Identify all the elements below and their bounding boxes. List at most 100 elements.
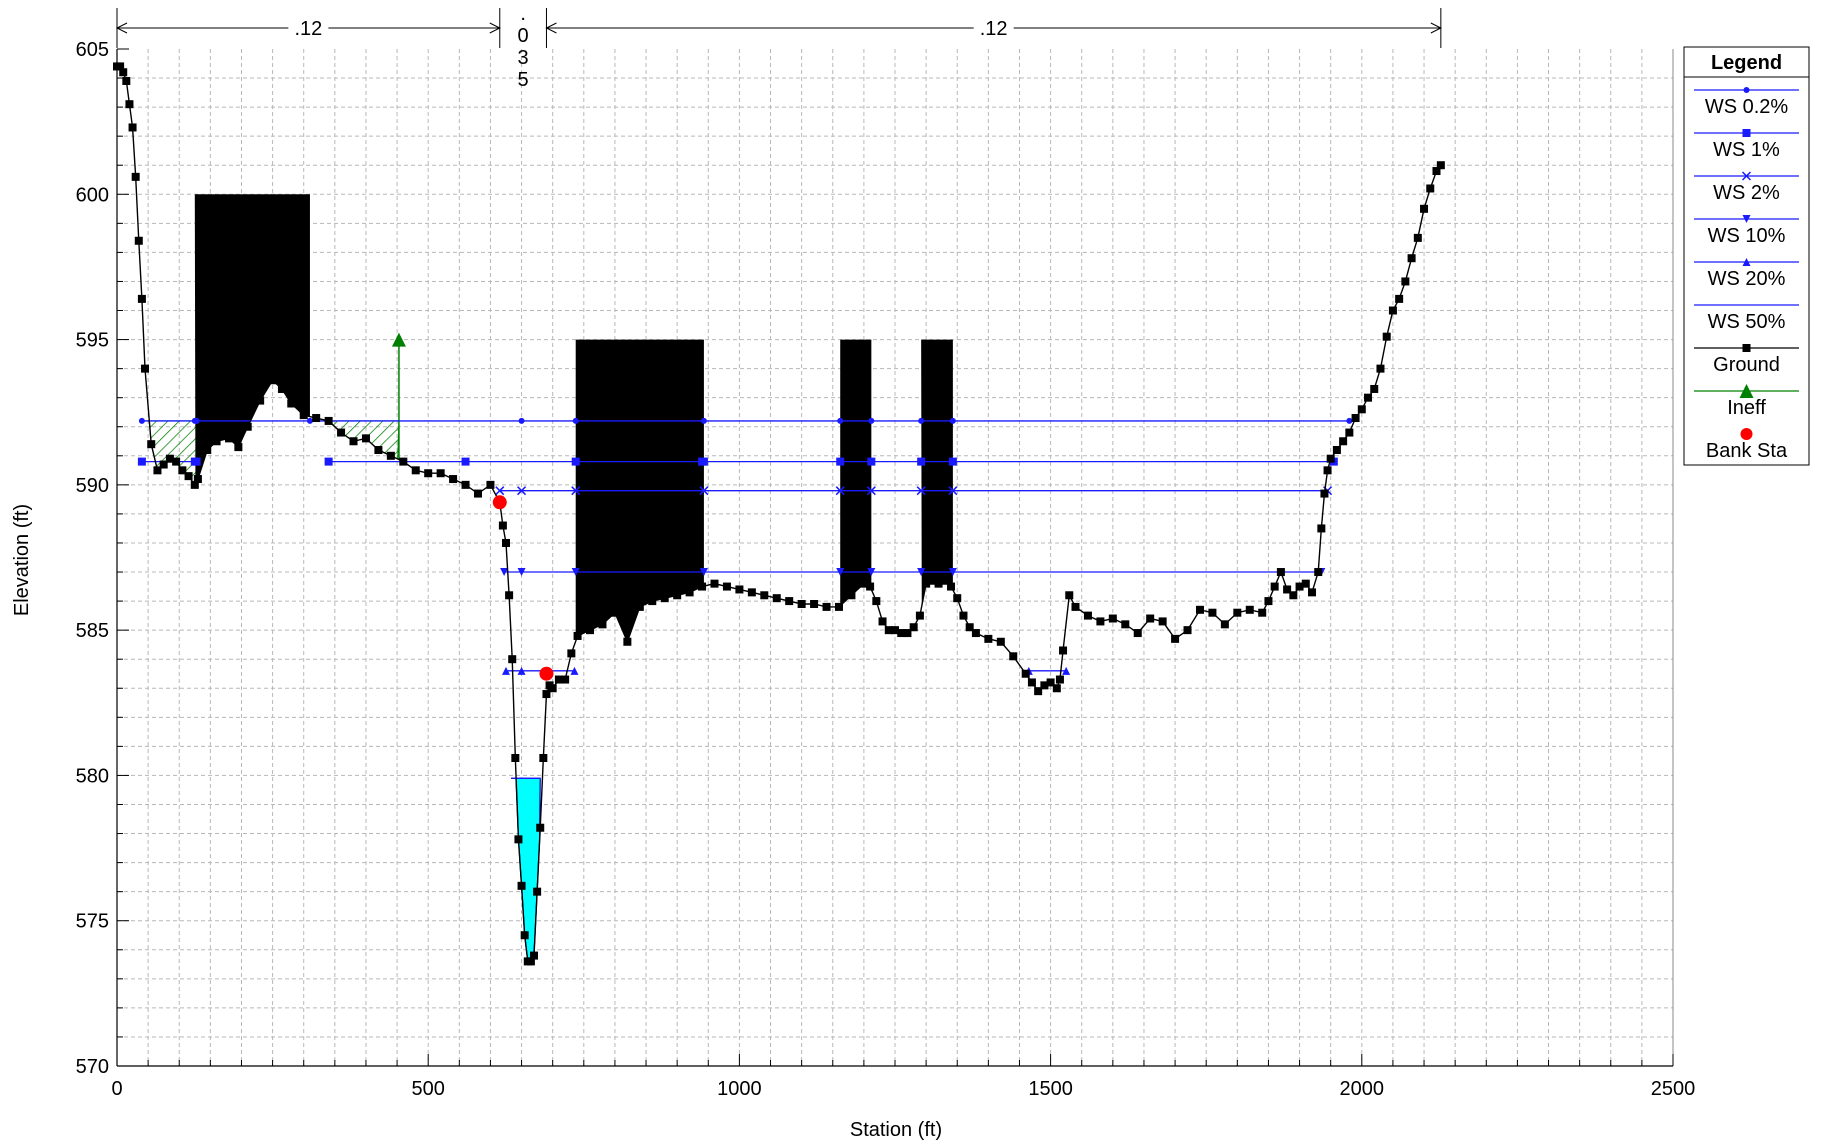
ground-point xyxy=(1295,582,1304,591)
ground-point xyxy=(1055,675,1064,684)
ground-point xyxy=(922,579,931,588)
ground-point xyxy=(866,582,875,591)
ground-point xyxy=(1413,233,1422,242)
ground-point xyxy=(623,637,632,646)
ground-point xyxy=(1323,466,1332,475)
ground-point xyxy=(567,649,576,658)
ground-point xyxy=(119,68,128,77)
ground-point xyxy=(698,582,707,591)
marker-triangle-up xyxy=(1739,384,1754,398)
ground-point xyxy=(984,634,993,643)
ground-point xyxy=(134,236,143,245)
marker-triangle-down xyxy=(836,568,845,577)
ground-point xyxy=(190,480,199,489)
ground-point xyxy=(1426,184,1435,193)
ground-point xyxy=(374,445,383,454)
mann-arrow xyxy=(115,22,128,34)
ground-point xyxy=(1388,306,1397,315)
legend: Legend WS 0.2% WS 1% WS 2% WS 10% WS 20% WS 50… xyxy=(1683,46,1810,466)
ground-point xyxy=(1283,585,1292,594)
ground-point xyxy=(1364,393,1373,402)
marker-x xyxy=(699,486,709,496)
ground-point xyxy=(324,416,333,425)
marker-circle xyxy=(191,417,198,424)
ground-point xyxy=(1357,405,1366,414)
ground-point xyxy=(234,443,243,452)
ground-point xyxy=(539,753,548,762)
ground-point xyxy=(859,579,868,588)
marker-square xyxy=(571,457,580,466)
ground-point xyxy=(1158,617,1167,626)
ground-point xyxy=(648,597,657,606)
legend-label: Ineff xyxy=(1727,397,1766,419)
y-tick-label: 590 xyxy=(76,475,109,497)
ground-point xyxy=(1276,568,1285,577)
mann-arrow xyxy=(545,22,557,34)
marker-square xyxy=(948,457,957,466)
marker-square xyxy=(1742,129,1751,137)
ground-point xyxy=(785,597,794,606)
marker-x xyxy=(495,486,505,496)
axes: 0 500 1000 1500 2000 2500 570 575 580 585 590 595 60… xyxy=(76,39,1696,1100)
mann-label: .12 xyxy=(980,18,1008,40)
ground-point xyxy=(505,591,514,600)
y-tick-label: 585 xyxy=(76,620,109,642)
ground-point xyxy=(1289,591,1298,600)
marker-x xyxy=(948,486,958,496)
ground-line xyxy=(117,65,1442,963)
ground-point xyxy=(172,457,181,466)
ground-point xyxy=(760,591,769,600)
marker-square xyxy=(1742,344,1751,352)
ground-point xyxy=(203,445,212,454)
ground-point xyxy=(1308,588,1317,597)
ground-point xyxy=(361,434,370,443)
ground-point xyxy=(660,594,669,603)
marker-x xyxy=(517,486,527,496)
ground-point xyxy=(1195,605,1204,614)
x-tick-label: 0 xyxy=(111,1078,122,1100)
ground-point xyxy=(1027,678,1036,687)
ground-point xyxy=(461,480,470,489)
x-tick-label: 500 xyxy=(412,1078,445,1100)
ground-point xyxy=(424,469,433,478)
legend-label: Ground xyxy=(1713,354,1780,376)
ground-point xyxy=(1407,254,1416,263)
ground-point xyxy=(772,594,781,603)
ground-point xyxy=(810,599,819,608)
ground-point xyxy=(517,881,526,890)
marker-triangle-down xyxy=(1742,215,1751,223)
y-tick-label: 600 xyxy=(76,184,109,206)
ground-point xyxy=(1339,437,1348,446)
x-tick-label: 1000 xyxy=(717,1078,762,1100)
ground-point xyxy=(996,637,1005,646)
ground-point xyxy=(256,396,265,405)
marker-triangle-down xyxy=(867,568,876,577)
ground-point xyxy=(268,376,277,385)
marker-x xyxy=(916,486,926,496)
ground-point xyxy=(915,611,924,620)
blocked-obstructions xyxy=(194,194,953,642)
ground-point xyxy=(548,684,557,693)
ground-point xyxy=(178,466,187,475)
ground-point xyxy=(349,437,358,446)
mannings-n-annotations: .12 . 0 3 5 .12 xyxy=(115,3,1442,91)
ground-point xyxy=(125,100,134,109)
ground-point xyxy=(1301,579,1310,588)
ground-point xyxy=(141,364,150,373)
ground-point xyxy=(1370,384,1379,393)
ground-point xyxy=(561,675,570,684)
ground-point xyxy=(1436,161,1445,170)
mann-arrow xyxy=(489,22,501,34)
ground-point xyxy=(147,440,156,449)
ground-point xyxy=(502,538,510,547)
bank-stations xyxy=(492,495,554,681)
ground-point xyxy=(508,655,517,664)
ground-point xyxy=(449,475,458,484)
ground-point xyxy=(610,608,619,617)
legend-label: Bank Sta xyxy=(1706,440,1788,462)
ground-point xyxy=(1133,629,1142,638)
marker-square xyxy=(190,457,199,466)
ground-point xyxy=(137,294,146,303)
marker-triangle-down xyxy=(517,568,526,577)
